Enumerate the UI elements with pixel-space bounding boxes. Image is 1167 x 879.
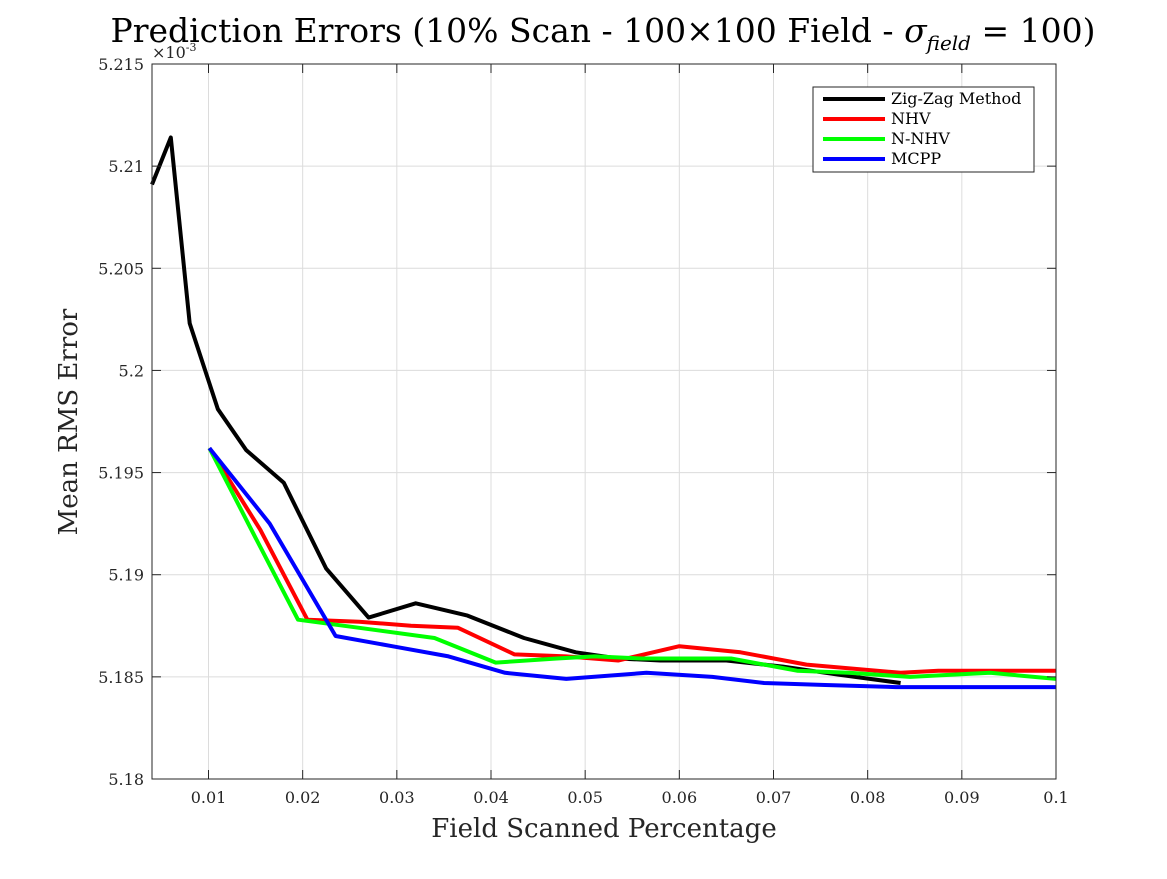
series-line-mcpp xyxy=(207,446,1056,690)
series-line-n-nhv xyxy=(207,447,1057,681)
legend-label-zig-zag-method: Zig-Zag Method xyxy=(891,89,1021,108)
x-tick-label: 0.07 xyxy=(756,788,792,807)
y-axis-exponent-base: ×10 xyxy=(152,43,186,62)
y-axis-exponent: ×10-3 xyxy=(152,41,196,62)
chart-title-text: Prediction Errors (10% Scan - 100×100 Fi… xyxy=(111,11,905,50)
y-tick-label: 5.19 xyxy=(108,566,144,585)
chart-title-subscript: field xyxy=(925,31,971,55)
axes-layer: 0.01 0.02 0.03 0.04 0.05 0.06 0.07 0.08 0.09 0.1 5… xyxy=(98,55,1069,807)
y-tick-label: 5.2 xyxy=(119,361,144,380)
x-tick-label: 0.04 xyxy=(473,788,509,807)
chart-title: Prediction Errors (10% Scan - 100×100 Fi… xyxy=(111,11,1096,55)
x-tick-label: 0.09 xyxy=(944,788,980,807)
series-layer xyxy=(150,135,1057,690)
x-tick-label: 0.1 xyxy=(1043,788,1068,807)
y-axis-exponent-power: -3 xyxy=(186,41,197,54)
y-tick-label: 5.195 xyxy=(98,464,144,483)
y-tick-label: 5.21 xyxy=(108,157,144,176)
x-tick-label: 0.08 xyxy=(850,788,886,807)
x-tick-label: 0.01 xyxy=(191,788,227,807)
y-tick-label: 5.205 xyxy=(98,259,144,278)
y-axis-title: Mean RMS Error xyxy=(54,308,84,535)
x-axis-title: Field Scanned Percentage xyxy=(431,814,776,844)
x-tick-label: 0.02 xyxy=(285,788,321,807)
y-tick-label: 5.18 xyxy=(108,770,144,789)
chart-title-suffix: = 100) xyxy=(971,11,1096,50)
y-tick-label: 5.185 xyxy=(98,668,144,687)
plot-box xyxy=(151,63,1057,780)
x-tick-label: 0.05 xyxy=(567,788,603,807)
series-line-zig-zag-method xyxy=(150,135,901,685)
x-tick-label: 0.03 xyxy=(379,788,415,807)
legend-label-nhv: NHV xyxy=(891,109,931,128)
series-line-nhv xyxy=(207,447,1056,675)
chart-title-symbol: σ xyxy=(904,11,928,50)
legend-label-n-nhv: N-NHV xyxy=(891,129,950,148)
x-tick-label: 0.06 xyxy=(662,788,698,807)
legend-label-mcpp: MCPP xyxy=(891,149,941,168)
y-tick-label: 5.215 xyxy=(98,55,144,74)
